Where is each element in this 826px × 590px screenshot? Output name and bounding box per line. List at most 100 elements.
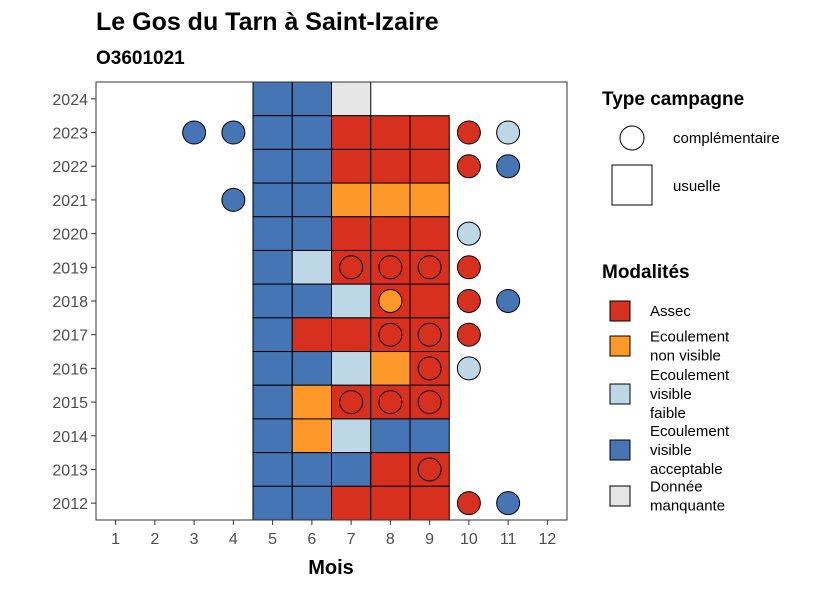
legend-label-usuelle: usuelle xyxy=(673,178,721,195)
point-2012-10 xyxy=(456,491,481,516)
cell-2019-6 xyxy=(291,249,332,285)
cell-2013-6 xyxy=(291,452,332,487)
x-axis: 1 2 3 4 5 6 7 8 9 10 11 12 xyxy=(111,520,556,548)
legend-label-donnee_manquante: Donnée xyxy=(650,479,703,496)
point-2017-8 xyxy=(378,322,403,347)
y-tick-label: 2016 xyxy=(52,361,88,378)
x-tick-label: 4 xyxy=(229,531,238,548)
x-tick-label: 5 xyxy=(268,531,277,548)
cell-2021-9 xyxy=(409,182,450,218)
cell-2023-9 xyxy=(409,115,450,150)
x-tick-label: 7 xyxy=(347,531,356,548)
cell-2012-8 xyxy=(370,485,411,521)
cell-2020-8 xyxy=(370,216,411,251)
x-axis-title: Mois xyxy=(308,557,354,579)
cell-2022-9 xyxy=(409,148,450,184)
cell-2023-6 xyxy=(291,115,332,150)
cell-2015-5 xyxy=(252,384,293,420)
cell-2014-5 xyxy=(252,418,293,454)
y-tick-label: 2013 xyxy=(52,462,88,479)
cell-2023-7 xyxy=(331,115,372,150)
y-tick-label: 2020 xyxy=(52,227,88,244)
cell-2023-5 xyxy=(252,115,293,150)
x-tick-label: 8 xyxy=(386,531,395,548)
point-2023-11 xyxy=(496,120,521,145)
point-2022-11 xyxy=(496,154,521,179)
cell-2021-7 xyxy=(331,182,372,218)
point-2023-10 xyxy=(456,120,481,145)
legend-label-ecoulement_visible_faible: faible xyxy=(650,405,686,422)
legend-label-donnee_manquante: manquante xyxy=(650,498,725,515)
legend-label-ecoulement_non_visible: Ecoulement xyxy=(650,329,730,346)
x-tick-label: 11 xyxy=(500,531,517,548)
legend-label-ecoulement_visible_acceptable: acceptable xyxy=(650,461,723,478)
cell-2022-7 xyxy=(331,148,372,184)
point-2015-7 xyxy=(339,390,364,415)
cell-2020-6 xyxy=(291,216,332,251)
point-2023-4 xyxy=(221,120,246,145)
y-tick-label: 2017 xyxy=(52,328,88,345)
point-2019-9 xyxy=(417,255,442,280)
cell-2014-9 xyxy=(409,418,450,454)
point-2012-11 xyxy=(496,491,521,516)
cell-2022-5 xyxy=(252,148,293,184)
cell-2017-5 xyxy=(252,317,293,353)
legend-label-assec: Assec xyxy=(650,303,691,320)
cell-2020-9 xyxy=(409,216,450,251)
y-tick-label: 2023 xyxy=(52,126,88,143)
y-tick-label: 2015 xyxy=(52,395,88,412)
cell-2021-5 xyxy=(252,182,293,218)
point-2018-11 xyxy=(496,289,521,313)
point-2017-10 xyxy=(456,322,481,347)
y-tick-label: 2019 xyxy=(52,260,88,277)
cell-2013-5 xyxy=(252,452,293,487)
chart-title: Le Gos du Tarn à Saint-Izaire xyxy=(96,8,439,36)
y-tick-label: 2024 xyxy=(52,92,88,109)
cell-2016-5 xyxy=(252,351,293,386)
cell-2024-5 xyxy=(252,81,293,117)
legend-key-ecoulement_non_visible xyxy=(609,335,631,357)
legend-label-complementaire: complémentaire xyxy=(673,130,780,147)
legend-type-campagne: Type campagne complémentaire usuelle xyxy=(602,89,780,206)
cell-2017-6 xyxy=(291,317,332,353)
x-tick-label: 3 xyxy=(190,531,199,548)
cell-2018-9 xyxy=(409,283,450,319)
legend-modalites: Modalités Assec Ecoulement non visible Ecou… xyxy=(602,262,730,515)
cell-2012-7 xyxy=(331,485,372,521)
cell-2022-6 xyxy=(291,148,332,184)
cell-2016-6 xyxy=(291,351,332,386)
cell-2023-8 xyxy=(370,115,411,150)
cell-2021-8 xyxy=(370,182,411,218)
cell-2015-6 xyxy=(291,384,332,420)
x-tick-label: 9 xyxy=(425,531,434,548)
point-2016-9 xyxy=(417,356,442,381)
x-tick-label: 12 xyxy=(538,531,556,548)
cell-2013-7 xyxy=(331,452,372,487)
cell-2016-7 xyxy=(331,351,372,386)
point-2020-10 xyxy=(456,221,481,246)
legend-key-donnee_manquante xyxy=(609,485,631,507)
cell-2020-7 xyxy=(331,216,372,251)
y-tick-label: 2018 xyxy=(52,294,88,311)
legend-label-ecoulement_visible_faible: visible xyxy=(650,386,692,403)
legend-label-ecoulement_visible_acceptable: Ecoulement xyxy=(650,423,730,440)
cell-2018-6 xyxy=(291,283,332,319)
point-2018-10 xyxy=(456,289,481,313)
legend-key-complementaire xyxy=(619,125,645,151)
legend-modalites-title: Modalités xyxy=(602,262,690,283)
point-2018-8 xyxy=(378,289,403,313)
y-tick-label: 2021 xyxy=(52,193,88,210)
y-tick-label: 2012 xyxy=(52,496,88,513)
x-tick-label: 10 xyxy=(460,531,478,548)
cell-2024-6 xyxy=(291,81,332,117)
point-2022-10 xyxy=(456,154,481,179)
point-2019-7 xyxy=(339,255,364,280)
cell-2014-6 xyxy=(291,418,332,454)
y-tick-label: 2022 xyxy=(52,159,88,176)
cell-2012-5 xyxy=(252,485,293,521)
cell-2021-6 xyxy=(291,182,332,218)
complementaire-points xyxy=(182,120,521,516)
point-2019-10 xyxy=(456,255,481,280)
legend-label-ecoulement_visible_acceptable: visible xyxy=(650,442,692,459)
